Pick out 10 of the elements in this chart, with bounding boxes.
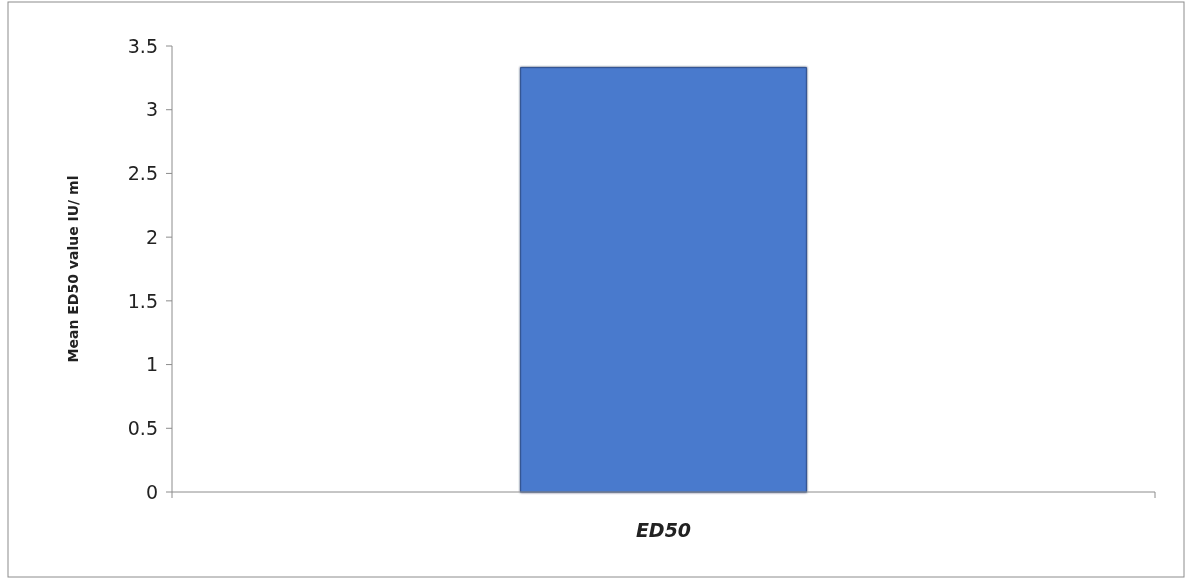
y-tick-label: 0.5: [127, 416, 158, 439]
x-tick-label: ED50: [635, 519, 692, 541]
y-tick-label: 1: [145, 353, 158, 376]
y-tick-label: 3: [145, 98, 158, 121]
y-tick-label: 0: [145, 480, 158, 503]
y-tick-label: 2.5: [127, 162, 158, 185]
y-tick-label: 1.5: [127, 289, 158, 312]
y-tick-label: 2: [145, 225, 158, 248]
y-tick-label: 3.5: [127, 34, 158, 57]
y-axis-title: Mean ED50 value IU/ ml: [65, 175, 81, 363]
